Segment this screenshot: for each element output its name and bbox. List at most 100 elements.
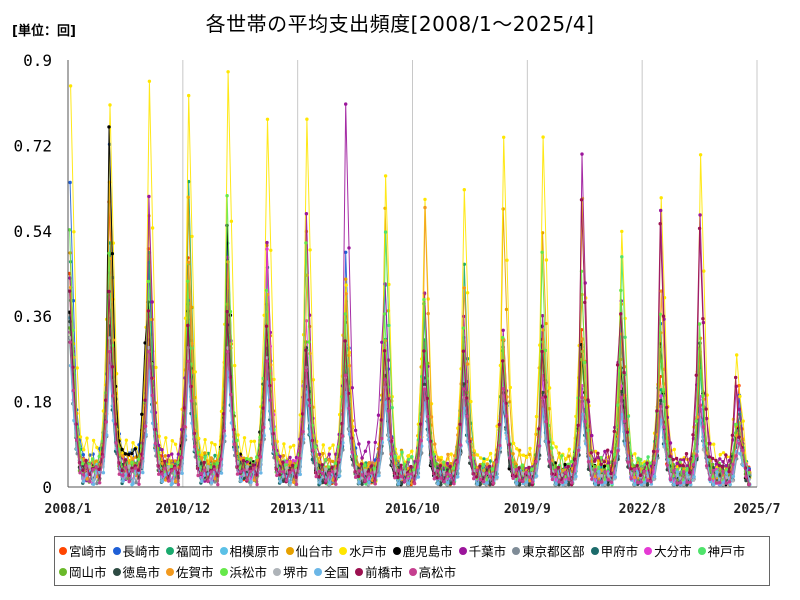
series-point xyxy=(242,436,247,440)
series-point xyxy=(245,457,249,461)
legend-swatch xyxy=(112,567,121,576)
series-point xyxy=(475,482,480,486)
series-point xyxy=(497,422,502,427)
legend-item: 神戸市 xyxy=(697,540,745,561)
series-point xyxy=(425,396,429,401)
series-point xyxy=(292,443,296,448)
series-point xyxy=(356,474,361,479)
series-point xyxy=(704,464,709,468)
series-point xyxy=(737,407,742,411)
series-point xyxy=(321,443,325,447)
series-point xyxy=(422,382,427,387)
series-point xyxy=(540,390,545,395)
legend-swatch xyxy=(355,567,364,576)
series-point xyxy=(514,468,518,472)
series-point xyxy=(531,480,535,485)
series-point xyxy=(406,472,410,476)
series-point xyxy=(255,455,259,459)
x-tick-label: 2010/12 xyxy=(155,502,210,517)
series-point xyxy=(166,454,171,458)
series-point xyxy=(281,454,286,458)
series-point xyxy=(593,482,598,486)
series-point xyxy=(521,471,525,476)
series-point xyxy=(210,456,214,461)
series-point xyxy=(458,422,462,426)
series-point xyxy=(718,473,722,477)
series-point xyxy=(701,425,706,429)
series-point xyxy=(360,456,364,460)
series-point xyxy=(517,478,522,482)
series-line xyxy=(69,195,750,483)
series-line xyxy=(69,144,750,487)
series-point xyxy=(449,473,453,478)
series-point xyxy=(665,463,669,467)
series-point xyxy=(586,460,591,464)
series-point xyxy=(455,460,459,464)
series-point xyxy=(81,461,85,466)
series-point xyxy=(599,474,604,478)
series-point xyxy=(318,481,322,485)
series-point xyxy=(694,419,698,423)
x-tick-label: 2025/7 xyxy=(734,502,781,517)
series-point xyxy=(94,465,99,469)
series-point xyxy=(84,464,89,468)
series-point xyxy=(540,314,545,318)
legend-label: 相模原市 xyxy=(229,544,280,559)
series-point xyxy=(81,453,86,457)
series-point xyxy=(738,452,742,456)
series-point xyxy=(625,430,630,434)
series-point xyxy=(301,430,305,434)
series-point xyxy=(367,461,371,465)
series-point xyxy=(157,472,161,476)
series-point xyxy=(127,479,131,484)
series-point xyxy=(200,456,204,460)
series-point xyxy=(451,466,456,470)
series-point xyxy=(91,482,96,486)
series-point xyxy=(190,234,194,239)
series-point xyxy=(72,418,76,423)
series-point xyxy=(697,226,702,231)
series-point xyxy=(593,449,598,454)
legend-label: 全国 xyxy=(324,565,350,580)
series-point xyxy=(527,452,532,457)
series-point xyxy=(554,482,558,486)
series-point xyxy=(435,462,439,466)
series-point xyxy=(563,470,568,475)
series-point xyxy=(495,460,499,464)
series-point xyxy=(120,468,124,473)
series-point xyxy=(540,250,544,254)
series-point xyxy=(416,475,421,479)
series-point xyxy=(357,442,361,446)
series-point xyxy=(251,463,256,467)
series-point xyxy=(485,462,489,466)
series-point xyxy=(419,439,423,443)
series-point xyxy=(651,449,656,454)
series-point xyxy=(718,457,722,461)
series-point xyxy=(488,474,492,478)
series-point xyxy=(228,309,233,314)
series-point xyxy=(659,404,663,409)
series-point xyxy=(688,480,692,484)
series-point xyxy=(203,455,207,459)
series-point xyxy=(166,465,171,469)
series-point xyxy=(586,428,590,433)
series-point xyxy=(537,444,541,448)
series-point xyxy=(684,452,689,456)
series-point xyxy=(242,468,246,472)
series-point xyxy=(67,228,72,232)
series-point xyxy=(140,412,144,416)
series-point xyxy=(291,458,295,463)
series-point xyxy=(508,456,512,460)
series-point xyxy=(649,480,653,484)
series-point xyxy=(236,433,240,437)
series-point xyxy=(718,452,722,457)
series-point xyxy=(304,348,308,352)
series-point xyxy=(88,464,92,469)
series-point xyxy=(386,409,391,413)
series-point xyxy=(692,475,696,479)
series-point xyxy=(344,292,348,296)
series-point xyxy=(330,470,335,474)
series-point xyxy=(255,458,260,462)
series-point xyxy=(120,447,124,452)
